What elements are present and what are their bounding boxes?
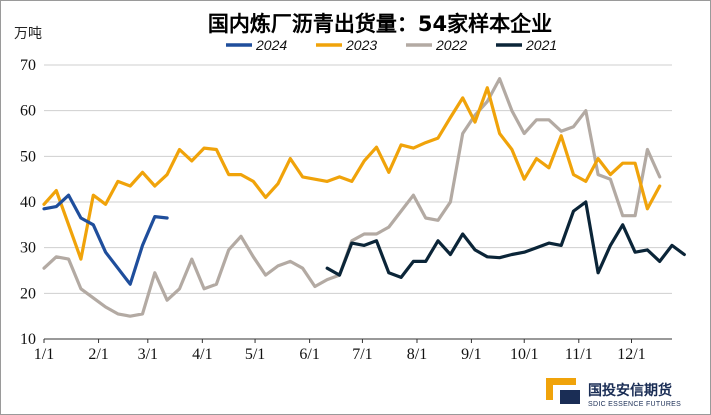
y-tick-label: 50 (20, 148, 36, 165)
series-line-2023 (42, 86, 662, 261)
x-tick-label: 7/1 (352, 346, 372, 363)
x-tick-label: 11/1 (565, 346, 593, 363)
y-tick-label: 40 (20, 194, 36, 211)
logo-name-en: SDIC ESSENCE FUTURES (588, 401, 681, 408)
x-tick-label: 8/1 (407, 346, 427, 363)
x-tick-label: 10/1 (510, 346, 538, 363)
x-tick-label: 2/1 (88, 346, 108, 363)
logo-mark-left (546, 378, 553, 400)
legend-label-2021: 2021 (525, 37, 557, 53)
x-tick-label: 5/1 (245, 346, 265, 363)
logo-mark-top (546, 378, 576, 385)
y-axis-ticks: 10 20 30 40 50 60 70 (20, 57, 36, 348)
series-line-2021 (325, 200, 686, 279)
legend-label-2023: 2023 (345, 37, 377, 53)
chart-title: 国内炼厂沥青出货量：54家样本企业 (208, 12, 552, 36)
x-tick-label: 3/1 (138, 346, 158, 363)
company-logo: 国投安信期货 SDIC ESSENCE FUTURES (546, 378, 681, 408)
logo-name-cn: 国投安信期货 (588, 382, 672, 399)
x-axis-ticks: 1/1 2/1 3/1 4/1 5/1 6/1 7/1 8/1 9/1 10/1 11/1 12/1 (34, 339, 646, 363)
x-tick-label: 6/1 (299, 346, 319, 363)
x-tick-label: 4/1 (192, 346, 212, 363)
legend-label-2024: 2024 (255, 37, 287, 53)
y-tick-label: 70 (20, 57, 36, 74)
y-tick-label: 30 (20, 240, 36, 257)
y-tick-label: 20 (20, 285, 36, 302)
legend-label-2022: 2022 (435, 37, 467, 53)
y-axis-unit: 万吨 (14, 26, 42, 42)
x-tick-label: 12/1 (617, 346, 645, 363)
y-tick-label: 10 (20, 331, 36, 348)
x-tick-label: 9/1 (461, 346, 481, 363)
x-tick-label: 1/1 (34, 346, 54, 363)
legend: 2024 2023 2022 2021 (226, 37, 557, 53)
y-tick-label: 60 (20, 103, 36, 120)
series-line-2022 (42, 77, 662, 318)
series-lines (42, 77, 686, 318)
logo-mark-block (560, 390, 580, 404)
series-line-2024 (42, 193, 169, 286)
